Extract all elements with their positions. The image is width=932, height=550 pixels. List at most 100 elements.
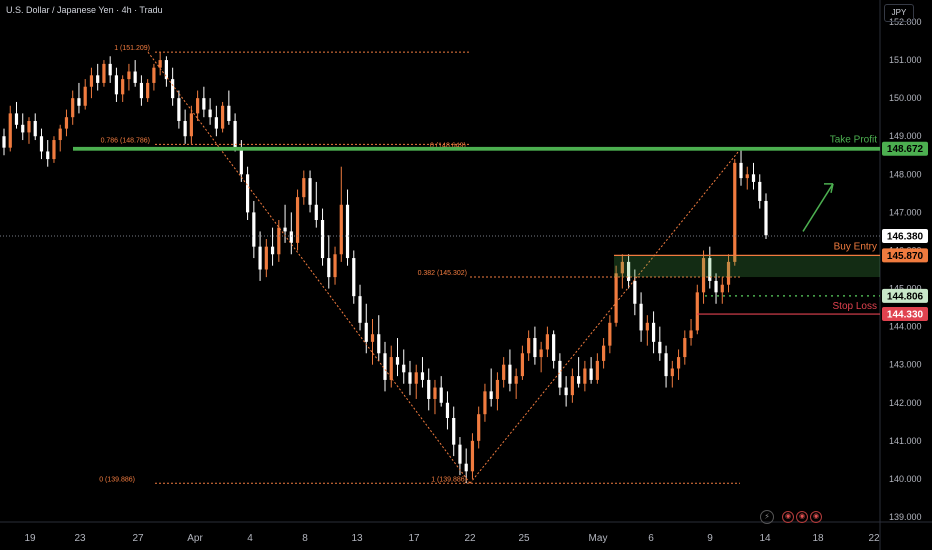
x-tick-label: 19 [24,533,36,544]
candle-body [502,364,506,380]
fib-label: 1 (139.886) [431,476,467,483]
candle-body [146,82,150,99]
candle-body [239,147,243,175]
candle-body [2,136,6,148]
candle-body [701,258,706,293]
x-tick-label: 6 [648,533,654,544]
candle-body [208,109,212,118]
candle-body [658,341,662,354]
candle-body [364,322,368,342]
candle-body [470,440,475,472]
last-price-tag: 146.380 [887,231,924,242]
fib-label: 0 (139.886) [99,476,135,483]
candle-body [614,273,618,323]
candle-body [483,391,487,415]
candle-body [683,338,687,358]
candle-body [171,79,175,99]
candle-body [389,357,393,380]
candle-body [320,220,325,259]
x-tick-label: May [589,533,608,544]
event-icon[interactable]: ◉ [782,511,794,523]
candle-body [158,60,162,68]
fib-label: 1 (151.209) [114,45,150,52]
candle-body [295,197,300,243]
candle-body [39,136,44,152]
candle-body [408,372,412,384]
candle-body [14,113,19,125]
pending-tag-bg [882,288,928,303]
x-tick-label: 9 [707,533,713,544]
candle-body [377,334,381,354]
candle-body [77,98,81,106]
candle-body [189,113,193,137]
event-icon[interactable]: ◉ [796,511,808,523]
candle-body [445,402,450,418]
candle-body [764,200,768,236]
candle-body [545,334,549,350]
last-price-tag-bg [882,228,928,243]
candle-body [626,261,631,281]
candle-body [202,98,206,110]
candle-body [395,357,400,365]
candle-body [196,98,200,114]
stop-loss-label: Stop Loss [833,301,877,312]
candle-body [720,284,724,293]
x-tick-label: 23 [74,533,86,544]
candle-body [439,387,443,403]
candle-body [608,322,612,346]
stop-loss-tag-bg [882,307,928,322]
candle-body [352,258,356,297]
y-tick-label: 140.000 [889,474,922,484]
candle-body [583,368,587,384]
candle-body [577,376,581,384]
candle-body [289,231,293,243]
candle-body [414,372,418,384]
candle-body [164,60,168,80]
candle-body [245,174,250,213]
candle-body [733,162,737,262]
candle-body [489,391,493,399]
buy-entry-tag-bg [882,248,928,263]
candle-body [539,349,543,358]
y-tick-label: 145.000 [889,284,922,294]
candle-body [221,105,225,129]
candle-body [46,151,50,160]
candle-body [602,345,606,361]
x-tick-label: 22 [464,533,476,544]
candle-body [633,280,637,304]
x-tick-label: 22 [868,533,880,544]
candle-body [64,117,69,129]
candle-body [52,140,56,160]
candle-body [283,227,287,232]
candle-body [89,75,94,87]
candle-body [676,357,681,369]
candle-body [751,174,756,182]
candle-body [620,261,624,274]
candle-body [726,261,731,285]
candle-body [270,246,275,255]
x-tick-label: 17 [408,533,420,544]
candle-body [477,414,481,441]
fib-label: 0.786 (148.786) [101,137,150,144]
candle-body [114,75,119,95]
lightning-icon[interactable]: ⚡ [760,510,774,524]
candle-body [58,128,62,141]
x-tick-label: 25 [518,533,530,544]
candle-body [402,364,406,373]
candle-body [183,121,187,137]
buy-zone-box [614,255,880,278]
candle-body [558,360,562,388]
currency-button[interactable]: JPY [884,4,914,22]
candle-body [127,71,131,80]
y-tick-label: 147.000 [889,207,922,217]
candle-body [252,212,256,247]
pending-tag: 144.806 [887,291,924,302]
candle-body [708,258,712,281]
x-tick-label: 18 [812,533,824,544]
candle-body [552,334,556,361]
x-tick-label: Apr [187,533,203,544]
event-icon[interactable]: ◉ [810,511,822,523]
candle-body [139,82,144,99]
candle-body [339,204,343,255]
